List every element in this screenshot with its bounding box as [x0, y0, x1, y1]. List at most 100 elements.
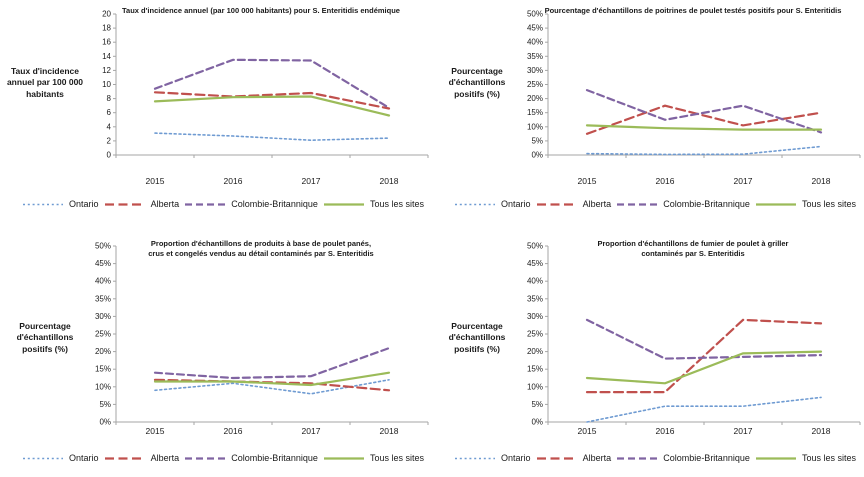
- x-tick-label: 2016: [224, 176, 243, 186]
- y-tick-label: 25%: [527, 330, 543, 339]
- chart-panel-produits-panes: Pourcentage d'échantillons positifs (%) …: [0, 237, 432, 477]
- series-line-alberta: [585, 318, 823, 394]
- y-tick-label: 5%: [531, 400, 543, 409]
- legend-label: Colombie-Britannique: [231, 453, 318, 463]
- legend: Ontario Alberta Colombie-Britannique Tous l…: [454, 453, 856, 463]
- chart-title: Taux d'incidence annuel (par 100 000 hab…: [122, 6, 400, 15]
- series-line-alberta: [153, 91, 391, 110]
- y-tick-label: 45%: [527, 24, 543, 33]
- legend-item-tous-les-sites: Tous les sites: [755, 199, 856, 209]
- legend-label: Ontario: [69, 453, 99, 463]
- x-tick-label: 2015: [578, 176, 597, 186]
- y-tick-label: 4: [107, 122, 112, 131]
- legend-label: Tous les sites: [369, 453, 424, 463]
- legend-item-colombie-britannique: Colombie-Britannique: [184, 199, 318, 209]
- x-tick-label: 2018: [812, 176, 831, 186]
- y-tick-label: 0%: [531, 151, 543, 160]
- chart-title: Proportion d'échantillons de produits à …: [148, 239, 374, 258]
- y-tick-label: 14: [102, 52, 111, 61]
- legend-item-tous-les-sites: Tous les sites: [323, 199, 424, 209]
- x-tick-label: 2018: [380, 176, 399, 186]
- legend-line-sample: [185, 202, 226, 206]
- y-tick-label: 20%: [527, 347, 543, 356]
- y-tick-label: 25%: [95, 330, 111, 339]
- y-tick-label: 45%: [527, 259, 543, 268]
- legend-item-colombie-britannique: Colombie-Britannique: [184, 453, 318, 463]
- legend-line-sample: [23, 203, 63, 205]
- legend-line-sample: [185, 456, 226, 460]
- series-line-colombie-britannique: [153, 346, 391, 380]
- legend-line-sample: [755, 202, 796, 206]
- y-tick-label: 10%: [95, 382, 111, 391]
- x-tick-label: 2015: [146, 176, 165, 186]
- y-tick-label: 35%: [527, 294, 543, 303]
- series-line-tous-les-sites: [153, 95, 391, 117]
- series-line-ontario: [586, 396, 822, 423]
- legend-item-tous-les-sites: Tous les sites: [755, 453, 856, 463]
- y-tick-label: 2: [107, 136, 112, 145]
- y-tick-label: 15%: [527, 108, 543, 117]
- y-tick-label: 10: [102, 80, 111, 89]
- legend-item-alberta: Alberta: [536, 453, 612, 463]
- y-axis-title: Taux d'incidence annuel par 100 000 habi…: [6, 66, 84, 99]
- y-tick-label: 35%: [95, 294, 111, 303]
- y-tick-label: 40%: [527, 277, 543, 286]
- legend-item-ontario: Ontario: [454, 453, 531, 463]
- y-tick-label: 0: [107, 151, 112, 160]
- y-tick-label: 30%: [527, 66, 543, 75]
- legend-line-sample: [323, 202, 364, 206]
- legend-line-sample: [455, 203, 495, 205]
- legend-line-sample: [104, 456, 145, 460]
- series-line-colombie-britannique: [585, 318, 823, 360]
- series-line-ontario: [586, 145, 822, 156]
- series-line-tous-les-sites: [585, 350, 823, 385]
- y-axis-title: Pourcentage d'échantillons positifs (%): [448, 66, 506, 99]
- legend-line-sample: [323, 456, 364, 460]
- line-chart-produits-panes: 0% 5% 10% 15% 20% 25% 30% 35% 40% 45% 50% 2015 2016 2…: [95, 242, 429, 436]
- y-tick-label: 12: [102, 66, 111, 75]
- y-tick-label: 18: [102, 24, 111, 33]
- y-tick-label: 15%: [95, 365, 111, 374]
- y-tick-label: 40%: [95, 277, 111, 286]
- legend-item-ontario: Ontario: [22, 199, 99, 209]
- y-tick-label: 5%: [99, 400, 111, 409]
- legend-label: Ontario: [501, 453, 531, 463]
- legend-item-colombie-britannique: Colombie-Britannique: [616, 199, 750, 209]
- y-axis-title: Pourcentage d'échantillons positifs (%): [448, 321, 506, 354]
- chart-title: Proportion d'échantillons de fumier de p…: [597, 239, 789, 258]
- legend-item-tous-les-sites: Tous les sites: [323, 453, 424, 463]
- line-chart-poitrines: 0% 5% 10% 15% 20% 25% 30% 35% 40% 45% 50% 2015 2016 2…: [527, 10, 861, 186]
- legend-item-alberta: Alberta: [104, 453, 179, 463]
- legend-label: Colombie-Britannique: [663, 453, 750, 463]
- chart-panel-fumier: Pourcentage d'échantillons positifs (%) …: [432, 237, 864, 477]
- y-tick-label: 50%: [527, 10, 543, 19]
- legend-line-sample: [755, 456, 796, 460]
- legend-item-alberta: Alberta: [104, 199, 180, 209]
- legend-label: Ontario: [501, 199, 531, 209]
- y-tick-label: 30%: [95, 312, 111, 321]
- chart-panel-poitrines: Pourcentage d'échantillons positifs (%) …: [432, 0, 864, 237]
- legend-label: Alberta: [150, 199, 180, 209]
- legend-line-sample: [23, 457, 63, 459]
- y-tick-label: 20%: [95, 347, 111, 356]
- y-tick-label: 20%: [527, 94, 543, 103]
- x-tick-label: 2017: [302, 426, 321, 436]
- legend-label: Alberta: [582, 453, 612, 463]
- y-tick-label: 0%: [99, 418, 111, 427]
- y-tick-label: 25%: [527, 80, 543, 89]
- y-tick-label: 50%: [95, 242, 111, 251]
- y-tick-label: 6: [107, 108, 112, 117]
- x-tick-label: 2016: [224, 426, 243, 436]
- x-tick-label: 2016: [656, 426, 675, 436]
- legend: Ontario Alberta Colombie-Britannique Tous l…: [22, 199, 424, 209]
- legend-label: Tous les sites: [801, 453, 856, 463]
- legend-line-sample: [104, 202, 145, 206]
- y-tick-label: 15%: [527, 365, 543, 374]
- x-tick-label: 2018: [812, 426, 831, 436]
- legend: Ontario Alberta Colombie-Britannique Tous l…: [454, 199, 856, 209]
- legend-line-sample: [617, 202, 658, 206]
- legend-item-colombie-britannique: Colombie-Britannique: [616, 453, 750, 463]
- series-line-tous-les-sites: [153, 371, 391, 387]
- y-axis-title: Pourcentage d'échantillons positifs (%): [16, 321, 74, 354]
